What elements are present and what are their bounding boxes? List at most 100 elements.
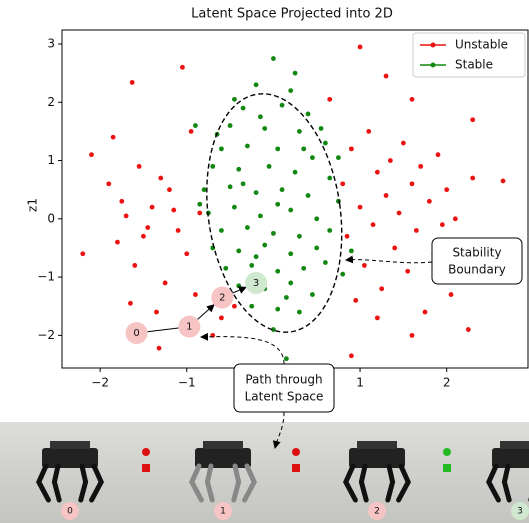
point [154, 310, 159, 315]
point [241, 106, 246, 111]
point [141, 234, 146, 239]
point [128, 301, 133, 306]
robot-body [42, 448, 98, 468]
annotation-text: Latent Space [245, 390, 324, 404]
point [362, 263, 367, 268]
robot-top [203, 441, 243, 449]
point [301, 266, 306, 271]
point [384, 74, 389, 79]
path-point-label: 0 [133, 328, 139, 339]
point [145, 225, 150, 230]
point [314, 246, 319, 251]
point [306, 112, 311, 117]
point [262, 243, 267, 248]
point [375, 315, 380, 320]
point [236, 283, 241, 288]
robot-body [349, 448, 405, 468]
point [353, 298, 358, 303]
x-tick-label: −2 [91, 376, 109, 390]
point [241, 181, 246, 186]
point [150, 205, 155, 210]
point [111, 135, 116, 140]
point [163, 281, 168, 286]
point [130, 80, 135, 85]
point [236, 167, 241, 172]
point [349, 353, 354, 358]
path-segment [198, 305, 214, 320]
point [345, 234, 350, 239]
point [288, 251, 293, 256]
point [132, 263, 137, 268]
point [288, 88, 293, 93]
point [202, 187, 207, 192]
point [301, 146, 306, 151]
point [358, 45, 363, 50]
y-tick-label: 2 [47, 95, 55, 109]
point [280, 187, 285, 192]
point [349, 248, 354, 253]
legend-label: Stable [455, 58, 493, 72]
y-tick-label: −2 [37, 328, 55, 342]
point [327, 228, 332, 233]
y-tick-label: −1 [37, 270, 55, 284]
point [232, 97, 237, 102]
point [210, 246, 215, 251]
point [418, 164, 423, 169]
point [232, 205, 237, 210]
point [327, 97, 332, 102]
point [193, 123, 198, 128]
indicator-block [292, 464, 300, 472]
point [176, 228, 181, 233]
point [410, 333, 415, 338]
point [280, 103, 285, 108]
point [384, 193, 389, 198]
legend-marker [431, 63, 436, 68]
annotation-text: Boundary [448, 263, 506, 277]
point [397, 211, 402, 216]
point [410, 181, 415, 186]
chart-title: Latent Space Projected into 2D [191, 7, 393, 22]
robot-strip [0, 422, 529, 523]
point [293, 170, 298, 175]
point [310, 155, 315, 160]
point [449, 292, 454, 297]
figure: Latent Space Projected into 2D z1 0 1 2 3 −… [0, 0, 529, 523]
path-point-label: 3 [253, 278, 259, 289]
point [137, 164, 142, 169]
point [171, 208, 176, 213]
point [405, 269, 410, 274]
annotation-box [234, 364, 334, 412]
robot-label: 3 [517, 507, 523, 517]
point [379, 286, 384, 291]
point [410, 97, 415, 102]
point [219, 228, 224, 233]
y-tick-label: 0 [47, 211, 55, 225]
point [228, 123, 233, 128]
indicator-block [443, 464, 451, 472]
point [219, 146, 224, 151]
point [115, 240, 120, 245]
point [258, 214, 263, 219]
point [284, 295, 289, 300]
robot-label: 2 [374, 507, 380, 517]
point [258, 114, 263, 119]
point [323, 260, 328, 265]
robot-top [500, 441, 529, 449]
point [275, 146, 280, 151]
point [254, 190, 259, 195]
point [466, 327, 471, 332]
point [219, 315, 224, 320]
y-axis-label: z1 [26, 198, 40, 212]
point [288, 208, 293, 213]
point [236, 248, 241, 253]
point [254, 254, 259, 259]
point [436, 152, 441, 157]
point [427, 199, 432, 204]
y-tick-label: 1 [47, 153, 55, 167]
indicator-block [142, 464, 150, 472]
robot-top [357, 441, 397, 449]
point [271, 56, 276, 61]
point [184, 251, 189, 256]
point [210, 164, 215, 169]
point [106, 181, 111, 186]
